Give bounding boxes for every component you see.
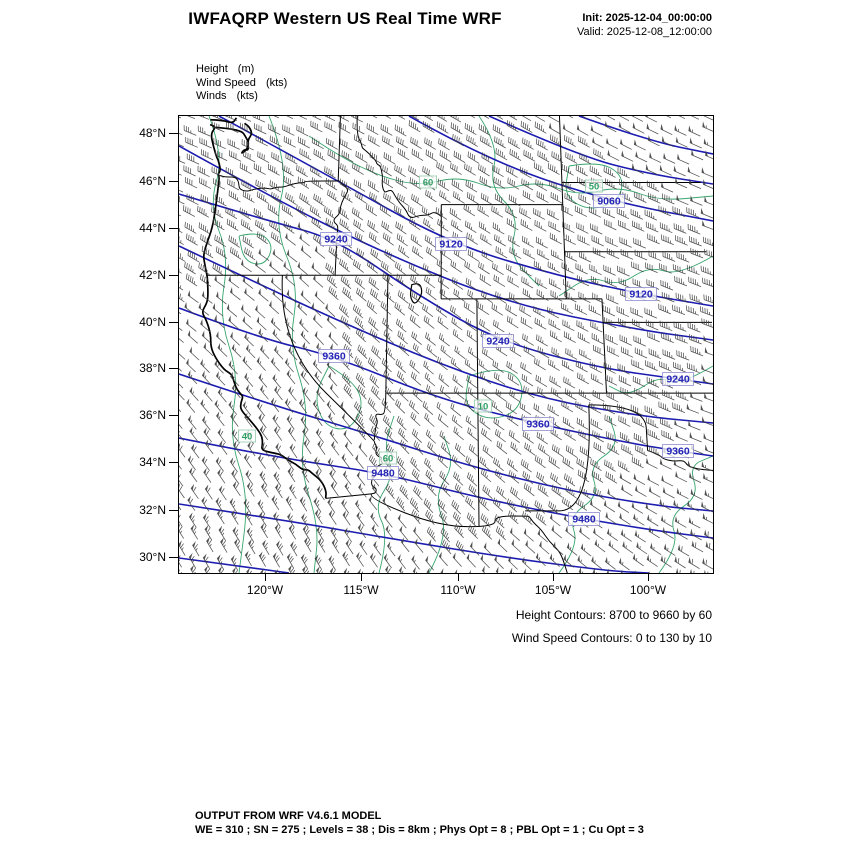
valid-label: Valid: — [577, 26, 604, 38]
windspeed-contour-info: Wind Speed Contours: 0 to 130 by 10 — [511, 631, 712, 645]
valid-time: Valid: 2025-12-08_12:00:00 — [440, 25, 712, 39]
y-axis-label: 36°N — [139, 408, 166, 422]
init-label: Init: — [582, 12, 603, 24]
wind-speed-contour-label: 60 — [378, 451, 397, 465]
wind-contour-label-layer: 60 50 10 40 60 — [238, 175, 603, 465]
y-axis-tick — [169, 557, 178, 558]
init-time: Init: 2025-12-04_00:00:00 — [440, 11, 712, 25]
height-contour-label: 9060 — [593, 194, 625, 208]
y-axis-label: 44°N — [139, 221, 166, 235]
height-contour-label: 9360 — [522, 417, 554, 431]
x-axis-label: 120°W — [246, 583, 284, 597]
y-axis-tick — [169, 322, 178, 323]
x-axis-tick — [648, 574, 649, 581]
y-axis-label: 32°N — [139, 503, 166, 517]
valid-value: 2025-12-08_12:00:00 — [606, 26, 712, 38]
x-axis-tick — [458, 574, 459, 581]
x-axis-label: 100°W — [629, 583, 667, 597]
y-axis-label: 48°N — [139, 126, 166, 140]
y-axis-tick — [169, 510, 178, 511]
init-value: 2025-12-04_00:00:00 — [605, 12, 712, 24]
y-axis-label: 40°N — [139, 315, 166, 329]
y-axis-tick — [169, 228, 178, 229]
wind-speed-contour-label: 60 — [418, 175, 437, 189]
legend-item-winds: Winds (kts) — [196, 90, 258, 102]
height-contour-label: 9480 — [367, 466, 399, 480]
wind-speed-contour-label: 40 — [238, 429, 257, 443]
y-axis-label: 42°N — [139, 268, 166, 282]
legend-item-height: Height (m) — [196, 63, 255, 75]
x-axis-tick — [265, 574, 266, 581]
y-axis-label: 34°N — [139, 455, 166, 469]
field-legend: Height (m) Wind Speed (kts) Winds (kts) — [196, 63, 287, 104]
y-axis-label: 30°N — [139, 550, 166, 564]
y-axis-tick — [169, 133, 178, 134]
geography-layer — [201, 112, 719, 575]
height-contour-label: 9360 — [318, 349, 350, 363]
height-contour-label: 9240 — [320, 232, 352, 246]
height-contour-label-layer: 9240 9120 9060 9120 9240 9240 9360 9360 9360 9480… — [318, 194, 694, 526]
wind-barb-layer — [167, 106, 732, 585]
wind-speed-contour-label: 10 — [473, 399, 492, 413]
footer-model-line: OUTPUT FROM WRF V4.6.1 MODEL — [195, 810, 382, 822]
y-axis-tick — [169, 368, 178, 369]
height-contour-label: 9240 — [482, 334, 514, 348]
height-contour-label: 9120 — [625, 287, 657, 301]
run-times: Init: 2025-12-04_00:00:00 Valid: 2025-12… — [440, 11, 712, 39]
x-axis-label: 110°W — [440, 583, 476, 597]
height-contour-label: 9360 — [662, 444, 694, 458]
x-axis-tick — [553, 574, 554, 581]
height-contour-label: 9240 — [662, 372, 694, 386]
y-axis-label: 46°N — [139, 174, 166, 188]
page-title: IWFAQRP Western US Real Time WRF — [188, 9, 502, 28]
x-axis-label: 105°W — [534, 583, 572, 597]
y-axis-tick — [169, 462, 178, 463]
x-axis-label: 115°W — [343, 583, 379, 597]
map-plot: 9240 9120 9060 9120 9240 9240 9360 9360 9360 9480… — [167, 106, 732, 585]
footer-config-line: WE = 310 ; SN = 275 ; Levels = 38 ; Dis … — [195, 824, 644, 836]
height-contour-label: 9480 — [568, 512, 600, 526]
legend-item-windspeed: Wind Speed (kts) — [196, 76, 288, 89]
y-axis-tick — [169, 275, 178, 276]
height-contour-label: 9120 — [435, 237, 467, 251]
x-axis-tick — [361, 574, 362, 581]
y-axis-tick — [169, 181, 178, 182]
wind-speed-contour-label: 50 — [584, 179, 603, 193]
y-axis-tick — [169, 415, 178, 416]
y-axis-label: 38°N — [139, 361, 166, 375]
map-canvas: 9240 9120 9060 9120 9240 9240 9360 9360 9360 9480… — [167, 106, 732, 585]
height-contour-info: Height Contours: 8700 to 9660 by 60 — [515, 608, 712, 622]
